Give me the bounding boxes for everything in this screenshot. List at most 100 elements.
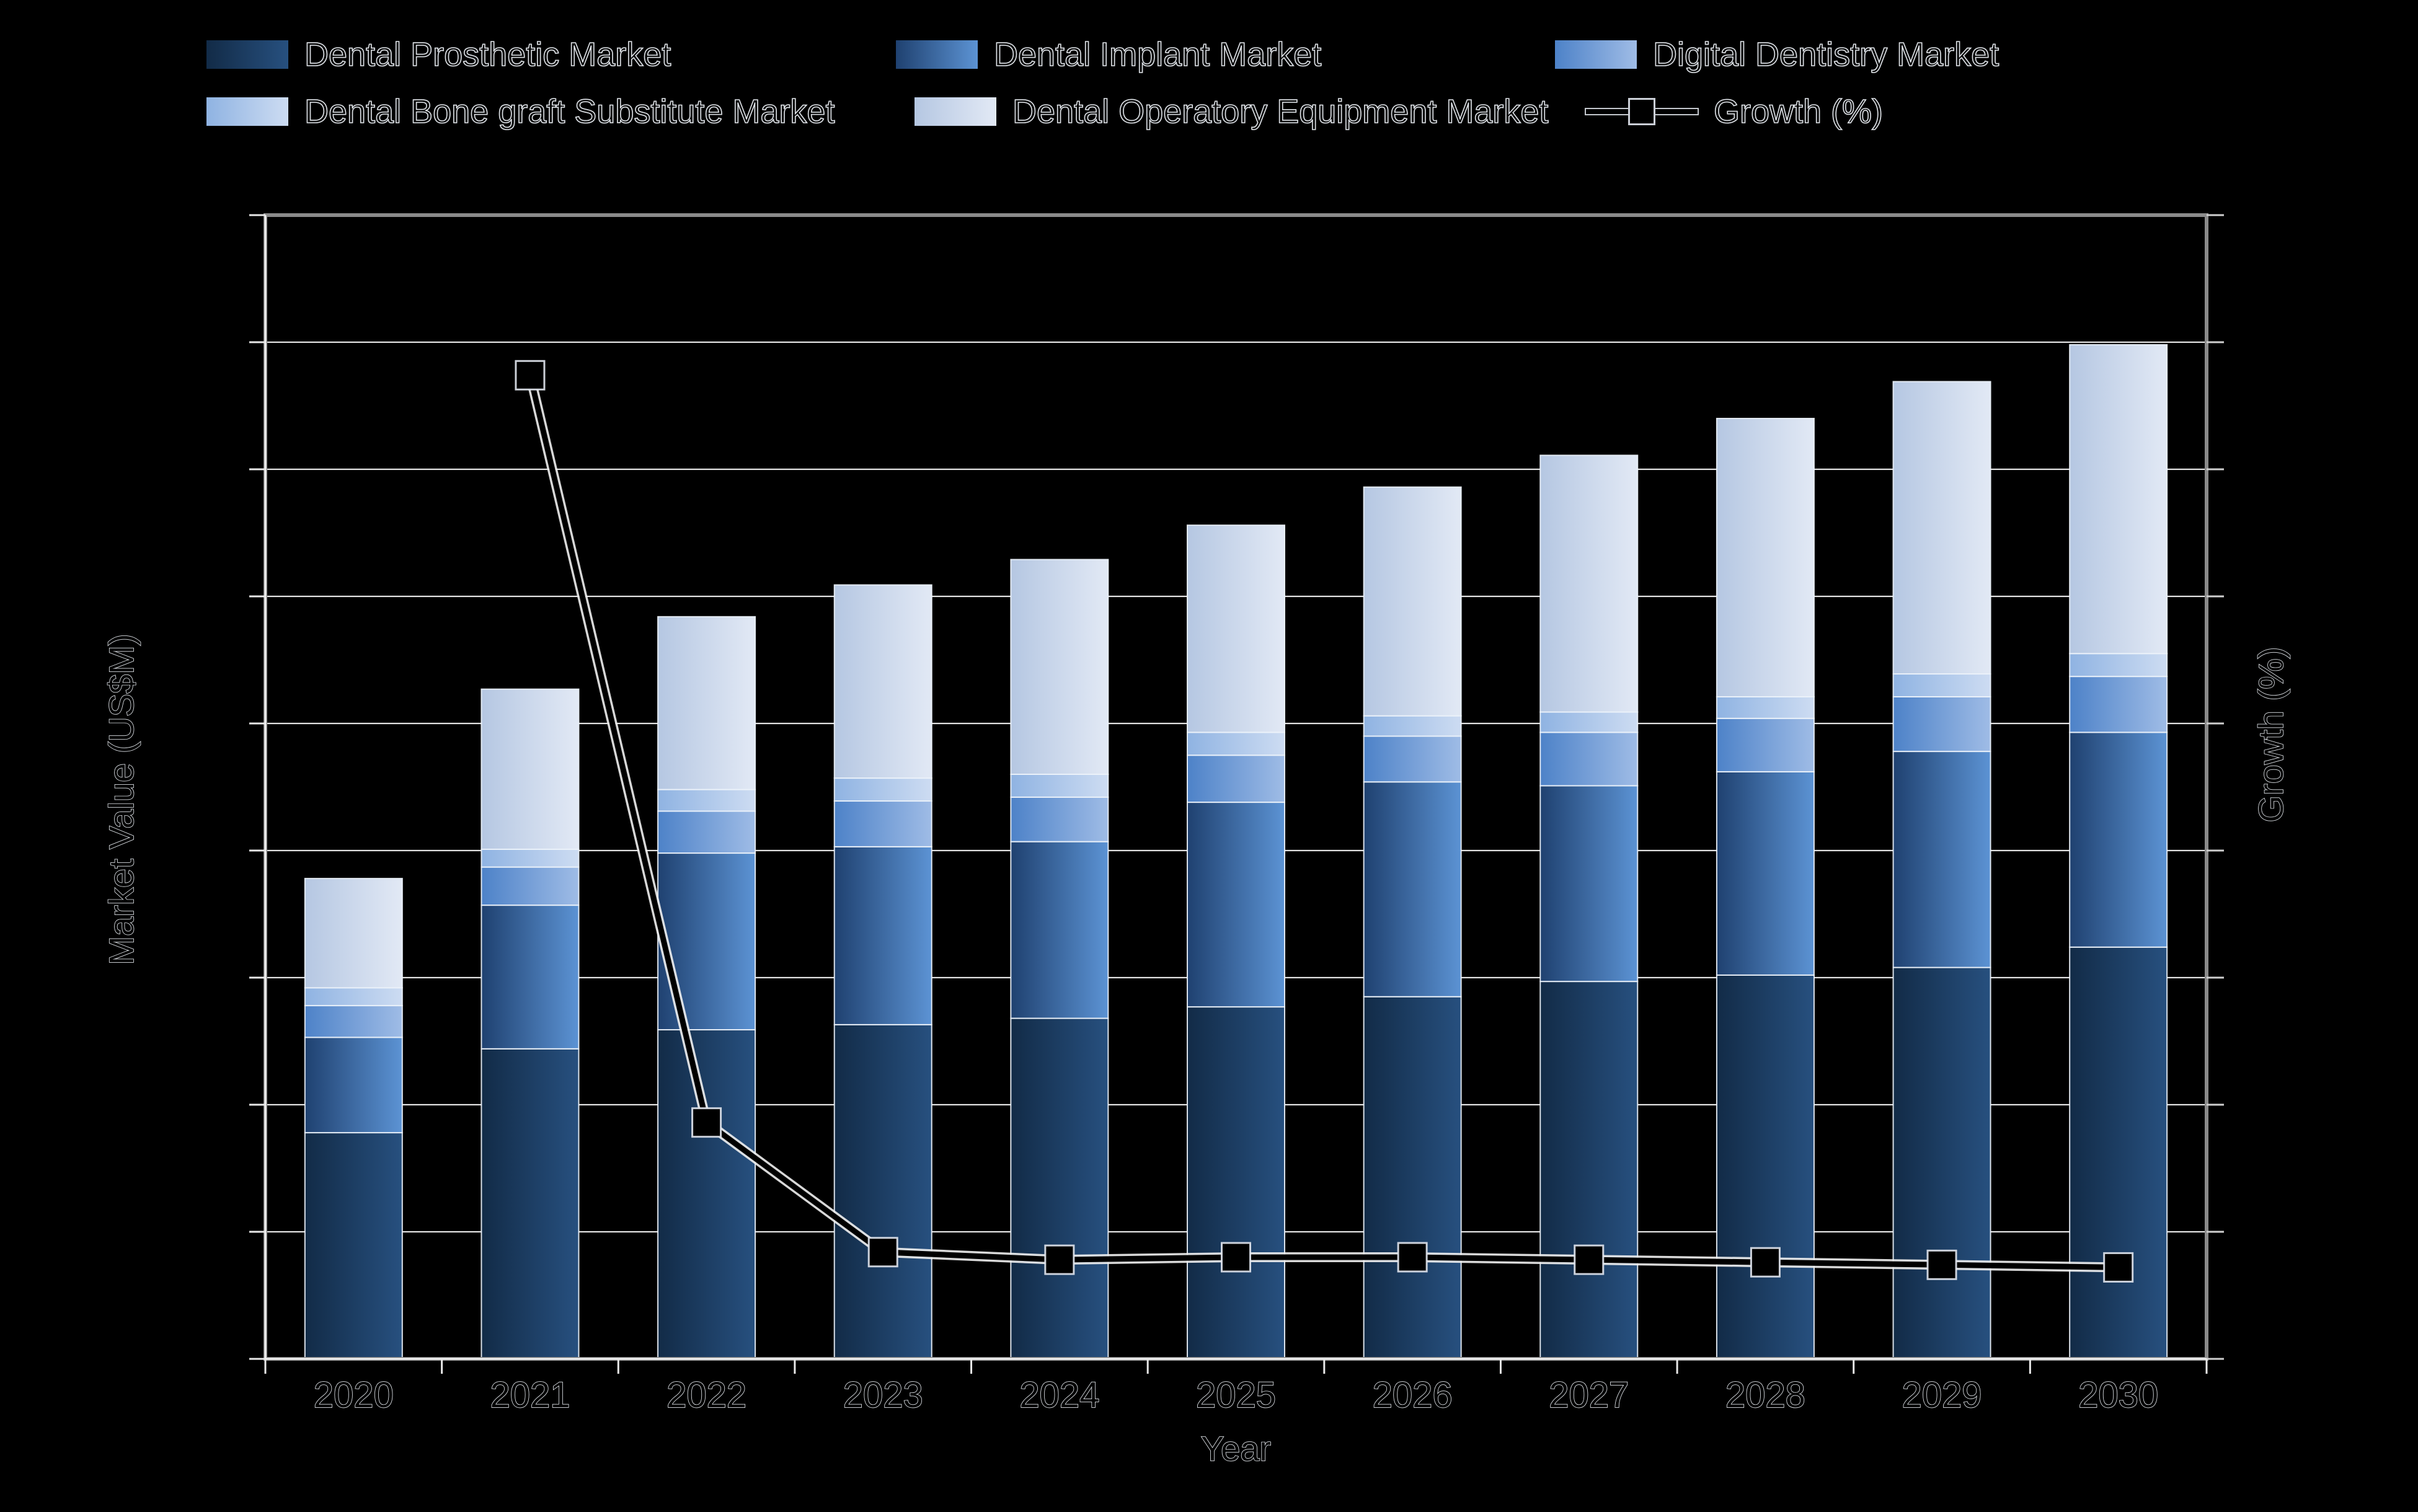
bar-segment-2022-series0	[657, 1029, 756, 1360]
bar-segment-2028-series1	[1716, 771, 1815, 976]
x-tick-label: 2022	[666, 1375, 746, 1415]
growth-marker	[1926, 1249, 1957, 1280]
x-tick-label: 2029	[1902, 1375, 1982, 1415]
x-axis-title: Year	[1201, 1429, 1271, 1468]
bar-segment-2028-series2	[1716, 717, 1815, 772]
bar-segment-2024-series2	[1010, 796, 1109, 842]
bar-segment-2024-series3	[1010, 774, 1109, 798]
bar-segment-2022-series1	[657, 852, 756, 1031]
bar-segment-2020-series0	[304, 1132, 403, 1359]
growth-line	[527, 374, 2119, 1270]
bar-segment-2028-series4	[1716, 418, 1815, 697]
growth-marker	[1574, 1244, 1605, 1275]
bar-segment-2023-series0	[833, 1023, 932, 1359]
bar-segment-2025-series2	[1187, 754, 1285, 803]
x-tick-label: 2027	[1549, 1375, 1629, 1415]
y2-axis-title: Growth (%)	[2251, 647, 2290, 822]
bar-segment-2021-series2	[480, 866, 580, 906]
bar-segment-2029-series3	[1892, 673, 1991, 697]
growth-marker	[1750, 1247, 1781, 1278]
bar-segment-2024-series4	[1010, 559, 1109, 775]
bar-segment-2028-series0	[1716, 974, 1815, 1359]
bar-segment-2023-series4	[833, 584, 932, 779]
bar-segment-2024-series1	[1010, 841, 1109, 1019]
growth-marker	[1397, 1242, 1428, 1273]
bar-segment-2027-series1	[1539, 785, 1639, 983]
growth-marker	[1044, 1244, 1075, 1275]
bar-segment-2025-series0	[1187, 1006, 1285, 1359]
bar-segment-2030-series2	[2069, 676, 2168, 733]
bar-segment-2026-series1	[1363, 781, 1462, 997]
bar-segment-2022-series3	[657, 789, 756, 812]
bar-segment-2023-series2	[833, 800, 932, 847]
x-tick-label: 2028	[1725, 1375, 1805, 1415]
bar-segment-2030-series4	[2069, 344, 2168, 655]
legend-label: Dental Implant Market	[993, 35, 1322, 74]
bar-segment-2029-series0	[1892, 966, 1991, 1359]
bar-segment-2020-series3	[304, 987, 403, 1007]
growth-marker	[1221, 1242, 1251, 1273]
bar-segment-2029-series1	[1892, 751, 1991, 968]
bar-segment-2026-series2	[1363, 735, 1462, 783]
x-tick-label: 2030	[2078, 1375, 2158, 1415]
bar-segment-2021-series0	[480, 1048, 580, 1360]
bar-segment-2028-series3	[1716, 696, 1815, 719]
x-tick-label: 2023	[843, 1375, 923, 1415]
legend-item-growth: Growth (%)	[1586, 92, 1884, 131]
legend-swatch-dental-implant	[896, 40, 978, 69]
bar-segment-2029-series2	[1892, 696, 1991, 753]
bar-segment-2026-series0	[1363, 996, 1462, 1359]
bar-segment-2022-series2	[657, 810, 756, 854]
legend-swatch-operatory-equipment	[914, 97, 996, 126]
bar-segment-2023-series3	[833, 777, 932, 802]
bar-segment-2025-series3	[1187, 732, 1285, 756]
bar-segment-2027-series4	[1539, 454, 1639, 713]
legend-swatch-digital-dentistry	[1555, 40, 1637, 69]
bar-segment-2026-series4	[1363, 486, 1462, 717]
legend-label: Digital Dentistry Market	[1652, 35, 2000, 74]
bar-segment-2027-series2	[1539, 732, 1639, 787]
legend-item-operatory-equipment: Dental Operatory Equipment Market	[914, 92, 1549, 131]
x-tick-label: 2021	[490, 1375, 570, 1415]
legend-swatch-dental-prosthetic	[206, 40, 288, 69]
growth-marker	[515, 360, 546, 391]
bar-segment-2020-series1	[304, 1037, 403, 1134]
x-tick-label: 2024	[1019, 1375, 1099, 1415]
legend-label: Dental Operatory Equipment Market	[1012, 92, 1549, 131]
bar-segment-2021-series3	[480, 848, 580, 868]
bar-segment-2030-series0	[2069, 946, 2168, 1360]
bar-segment-2027-series0	[1539, 981, 1639, 1359]
bar-segment-2023-series1	[833, 846, 932, 1025]
x-tick-label: 2026	[1373, 1375, 1453, 1415]
legend-item-dental-prosthetic: Dental Prosthetic Market	[206, 35, 671, 74]
legend-label: Dental Prosthetic Market	[304, 35, 671, 74]
legend-item-dental-implant: Dental Implant Market	[896, 35, 1322, 74]
legend-item-digital-dentistry: Digital Dentistry Market	[1555, 35, 2000, 74]
legend-item-bone-graft: Dental Bone graft Substitute Market	[206, 92, 835, 131]
bar-segment-2027-series3	[1539, 711, 1639, 733]
bar-segment-2020-series4	[304, 878, 403, 989]
growth-marker	[691, 1107, 722, 1138]
bar-segment-2029-series4	[1892, 381, 1991, 675]
bar-segment-2030-series3	[2069, 653, 2168, 678]
growth-line-outline	[525, 374, 2119, 1273]
legend-swatch-bone-graft	[206, 97, 288, 126]
bar-segment-2026-series3	[1363, 715, 1462, 737]
bar-segment-2030-series1	[2069, 732, 2168, 948]
bar-segment-2025-series4	[1187, 524, 1285, 733]
bar-segment-2021-series1	[480, 904, 580, 1050]
bar-segment-2025-series1	[1187, 802, 1285, 1008]
bar-segment-2024-series0	[1010, 1017, 1109, 1359]
bar-segment-2020-series2	[304, 1005, 403, 1038]
bar-segment-2021-series4	[480, 688, 580, 850]
legend-label: Dental Bone graft Substitute Market	[304, 92, 835, 131]
legend-label: Growth (%)	[1713, 92, 1884, 131]
x-tick-label: 2025	[1196, 1375, 1276, 1415]
bar-segment-2022-series4	[657, 616, 756, 790]
growth-marker	[867, 1237, 898, 1268]
x-tick-label: 2020	[314, 1375, 394, 1415]
y-axis-title: Market Value (US$M)	[102, 634, 141, 965]
growth-line-legend-icon	[1586, 95, 1698, 128]
